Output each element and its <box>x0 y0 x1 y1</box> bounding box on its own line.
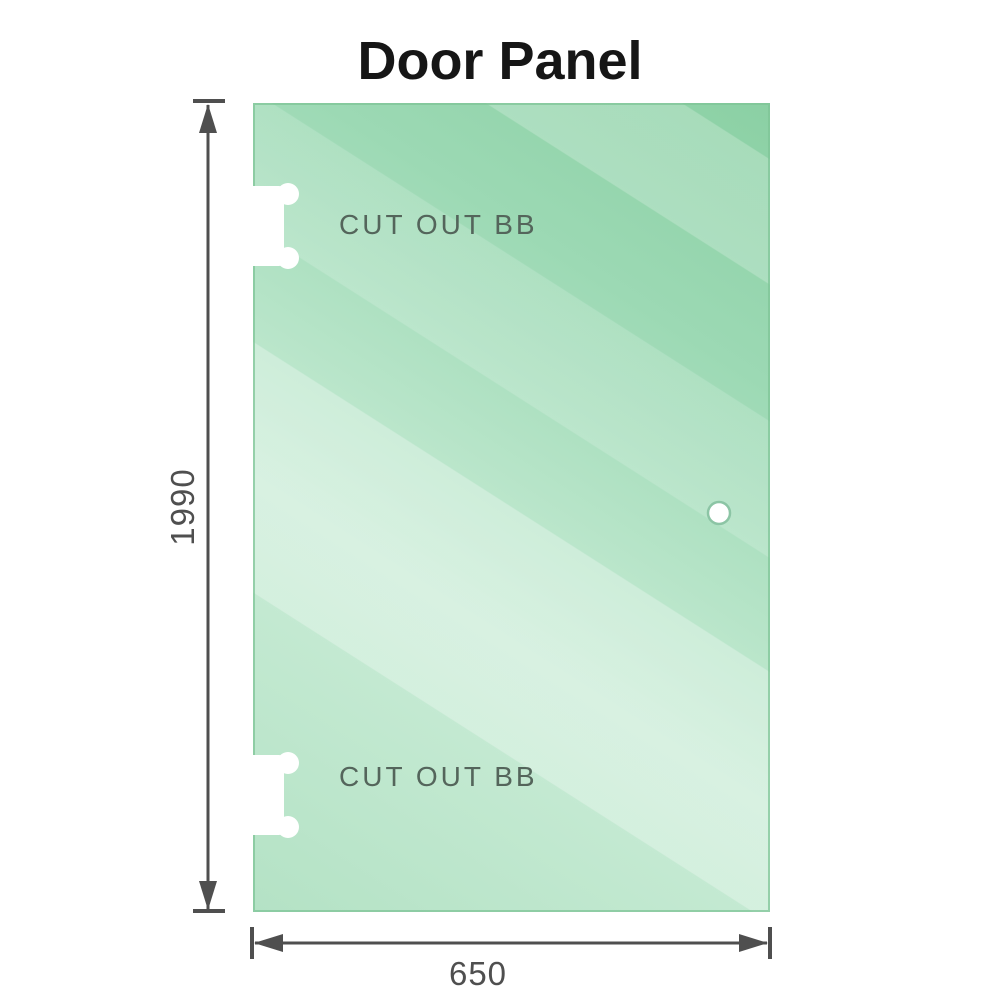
glass-panel <box>253 103 770 912</box>
arrow-up-icon <box>199 104 217 133</box>
cutout-label-top: CUT OUT BB <box>339 209 538 240</box>
hinge-cutout-bottom <box>244 752 299 838</box>
height-dimension <box>193 99 225 913</box>
hinge-cutout-top <box>244 183 299 269</box>
cutout-label-bottom: CUT OUT BB <box>339 761 538 792</box>
height-dimension-value: 1990 <box>164 468 201 546</box>
width-dimension <box>250 927 772 959</box>
arrow-right-icon <box>739 934 768 952</box>
width-dimension-value: 650 <box>448 955 508 992</box>
arrow-down-icon <box>199 881 217 910</box>
arrow-left-icon <box>254 934 283 952</box>
handle-hole <box>706 500 732 526</box>
page-title: Door Panel <box>357 31 643 91</box>
